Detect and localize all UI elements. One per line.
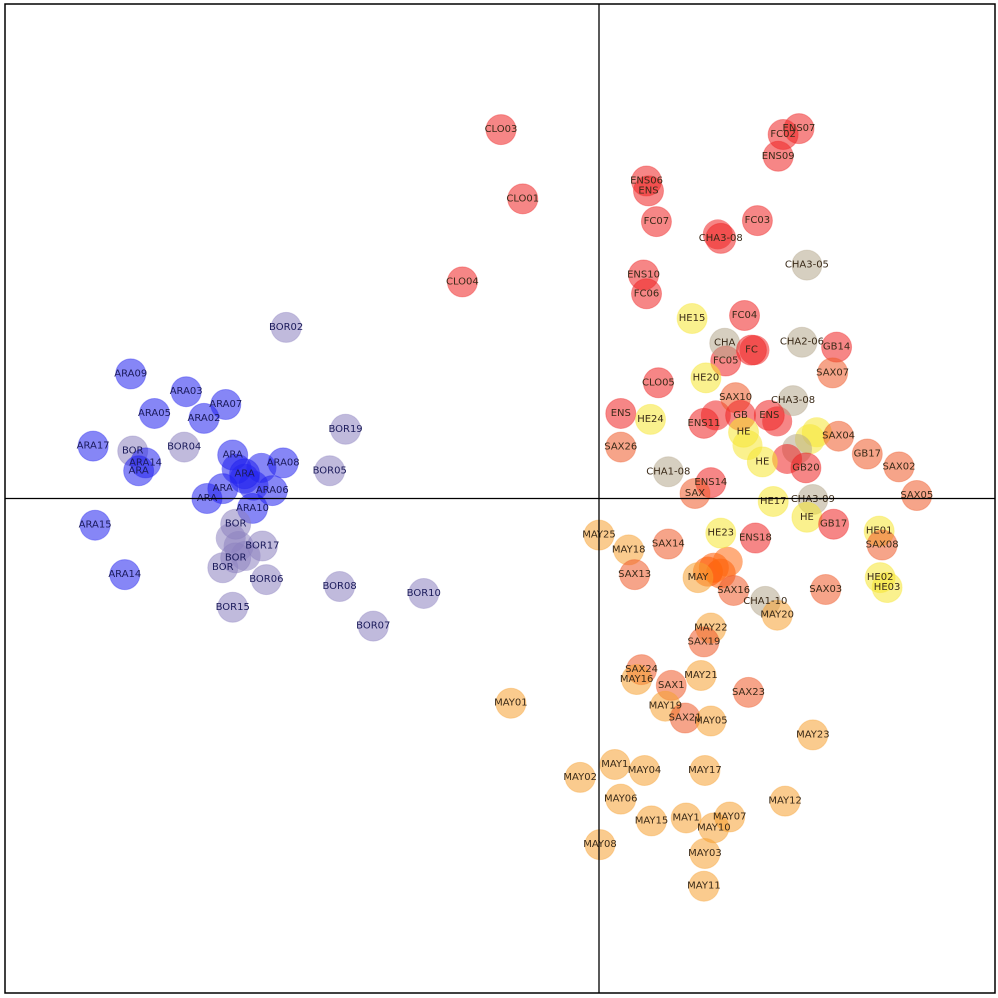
data-point — [818, 508, 850, 540]
data-point — [324, 571, 356, 603]
data-point — [739, 522, 771, 554]
data-point — [584, 829, 616, 861]
data-point — [729, 300, 761, 332]
data-point — [633, 175, 664, 207]
data-point — [109, 559, 141, 591]
data-point — [769, 785, 801, 817]
data-point — [871, 572, 903, 604]
data-point — [621, 663, 653, 695]
data-point — [791, 501, 823, 533]
data-point — [507, 183, 539, 215]
data-point — [669, 702, 701, 734]
data-point — [77, 430, 109, 462]
data-point — [790, 452, 822, 484]
data-point — [709, 327, 741, 359]
data-point — [330, 413, 362, 445]
data-point — [705, 222, 737, 254]
data-point — [207, 552, 239, 584]
data-point — [270, 311, 302, 343]
data-point — [634, 403, 666, 435]
data-point — [851, 438, 883, 470]
data-point — [685, 660, 717, 692]
data-point — [735, 334, 767, 366]
data-point — [761, 599, 793, 631]
data-point — [170, 376, 202, 408]
data-point — [883, 451, 915, 483]
data-point — [640, 206, 672, 238]
data-point — [679, 478, 711, 510]
data-point — [217, 591, 249, 623]
data-point — [753, 399, 785, 431]
data-point — [250, 564, 282, 596]
data-point — [210, 389, 242, 421]
data-point — [689, 838, 721, 870]
data-point — [408, 577, 440, 609]
data-point — [605, 431, 637, 463]
data-point — [762, 140, 794, 172]
data-point — [115, 358, 147, 390]
data-point — [676, 303, 708, 335]
data-point — [652, 528, 684, 560]
data-point — [817, 357, 849, 389]
data-point — [866, 529, 898, 561]
data-point — [791, 249, 823, 281]
data-point — [705, 517, 737, 549]
data-point — [599, 749, 631, 781]
data-point — [619, 559, 651, 591]
data-point — [168, 431, 200, 463]
data-point — [229, 458, 261, 490]
data-point — [682, 562, 714, 594]
data-point — [695, 705, 727, 737]
data-point — [267, 447, 299, 479]
data-point — [688, 626, 720, 658]
data-point — [495, 687, 527, 719]
data-point — [688, 870, 720, 902]
data-point — [188, 402, 220, 434]
data-point — [689, 754, 721, 786]
data-point — [777, 385, 809, 417]
data-point — [688, 407, 720, 439]
data-point — [746, 446, 778, 478]
data-point — [718, 574, 750, 606]
data-point — [901, 480, 933, 512]
data-point — [810, 573, 842, 605]
data-point — [564, 761, 596, 793]
data-point — [823, 420, 855, 452]
data-point — [728, 416, 760, 448]
overlap-point-10 — [712, 546, 743, 577]
data-point — [642, 367, 674, 399]
data-point — [652, 456, 684, 488]
data-point — [757, 485, 789, 517]
data-point — [123, 455, 155, 487]
data-point — [357, 610, 389, 642]
data-point — [690, 362, 722, 394]
data-point — [220, 508, 252, 540]
data-point — [670, 802, 702, 834]
data-point — [629, 754, 661, 786]
data-point — [786, 326, 818, 358]
data-point — [246, 530, 278, 562]
data-point — [821, 331, 853, 363]
data-point — [605, 397, 637, 429]
data-point — [138, 397, 170, 429]
data-point — [741, 205, 773, 237]
data-point — [732, 676, 764, 708]
data-point — [79, 509, 111, 541]
data-point — [635, 805, 667, 837]
data-point — [631, 278, 663, 310]
data-point — [605, 783, 637, 815]
data-point — [485, 114, 517, 146]
data-point — [446, 266, 478, 298]
data-point — [314, 455, 346, 487]
point-layer — [77, 113, 933, 902]
data-point — [797, 719, 829, 751]
